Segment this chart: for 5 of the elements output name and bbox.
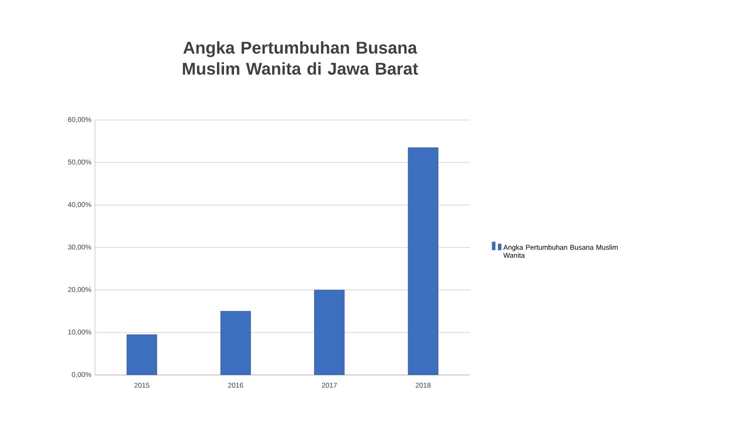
bar: [408, 147, 438, 375]
bar: [126, 334, 158, 375]
chart-title: Angka Pertumbuhan Busana Muslim Wanita di Jawa Barat: [182, 41, 418, 75]
bar: [314, 290, 345, 375]
bar: [220, 311, 251, 375]
